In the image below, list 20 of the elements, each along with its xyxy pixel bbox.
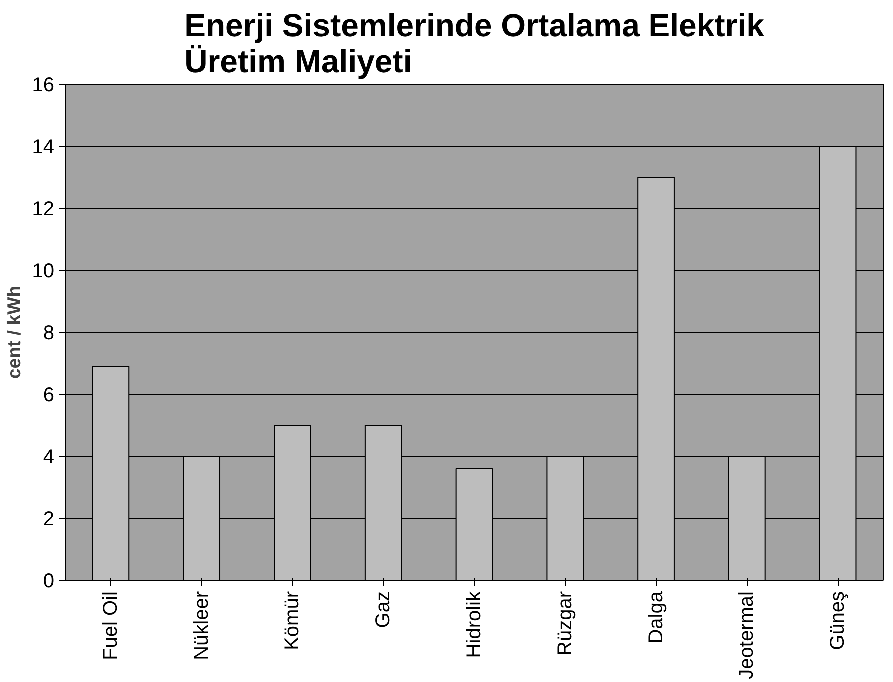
y-axis-title: cent / kWh [3, 286, 24, 380]
y-tick-label: 6 [43, 384, 54, 406]
x-tick-label: Güneş [827, 591, 850, 650]
y-tick-label: 12 [32, 198, 55, 220]
x-tick-label: Gaz [372, 591, 395, 628]
y-tick-label: 16 [32, 74, 55, 96]
x-tick-label: Nükleer [190, 591, 213, 660]
y-tick-label: 2 [43, 508, 54, 530]
y-tick-label: 0 [43, 570, 54, 592]
y-tick-label: 4 [43, 446, 54, 468]
x-tick-label: Rüzgar [554, 591, 576, 656]
chart-title: Enerji Sistemlerinde Ortalama Elektrik Üretim Maliyeti [184, 8, 765, 80]
x-tick-label: Fuel Oil [100, 592, 122, 660]
y-tick-label: 10 [32, 260, 55, 282]
x-tick-label: Dalga [645, 590, 668, 644]
y-tick-label: 14 [32, 136, 55, 158]
x-tick-label: Kömür [282, 591, 304, 650]
x-tick-label: Hidrolik [464, 590, 486, 658]
y-tick-label: 8 [43, 322, 54, 344]
x-tick-label: Jeotermal [736, 592, 758, 680]
